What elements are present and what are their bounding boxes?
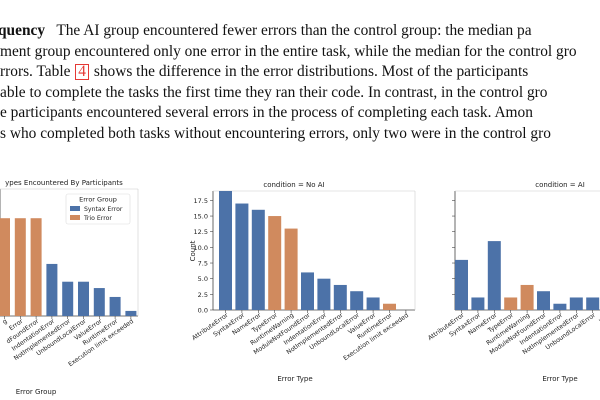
x-axis-label: Error Type [542,375,577,383]
bar [333,284,347,310]
legend-entry: Trio Error [83,215,112,222]
line-text: e participants encountered several error… [0,104,533,121]
bar [537,291,550,310]
line-text: rrors. Table [0,63,75,80]
paragraph-line-5: e participants encountered several error… [0,104,533,122]
x-tick-label: Valu [598,312,600,325]
paragraph-line-1: quency The AI group encountered fewer er… [0,22,532,40]
legend-swatch [70,215,80,220]
bar [268,216,282,310]
line-text: s who completed both tasks without encou… [0,124,551,142]
x-axis-label: Error Type [277,375,312,383]
bar [62,281,74,316]
bar [301,272,314,310]
x-tick-label: g [1,318,8,326]
chart-title: ypes Encountered By Participants [5,179,123,187]
bar [317,278,331,310]
bar [504,297,518,310]
bar [109,296,121,316]
y-tick-label: 7.5 [198,260,208,268]
bar [0,218,10,316]
y-axis-label: Count [189,240,197,261]
bar [383,303,396,310]
bar [471,297,485,310]
bar [78,281,89,316]
chart-ai: AttributeErrorSyntaxErrorNameErrorTypeEr… [427,181,600,383]
bar [125,310,137,316]
paragraph-line-3: rrors. Table 4 shows the difference in t… [0,63,528,81]
y-tick-label: 12.5 [194,228,208,236]
section-heading-fragment: quency [0,22,46,39]
bar [520,284,534,310]
y-tick-label: 15.0 [194,213,208,221]
chart-title: condition = No AI [263,181,324,189]
line-text: able to complete the tasks the first tim… [0,83,548,101]
legend-box [65,193,131,225]
y-tick-label: 10.0 [194,244,208,252]
paragraph-line-4: able to complete the tasks the first tim… [0,84,547,102]
line-text: ment group encountered only one error in… [0,42,577,60]
bar [569,297,583,310]
chart-no-ai: 0.02.55.07.510.012.515.017.5AttributeErr… [189,181,416,383]
paragraph-line-2: ment group encountered only one error in… [0,43,577,61]
x-axis-label: Error Group [16,388,57,396]
bar [93,288,105,316]
paragraph-line-6: s who completed both tasks without encou… [0,125,551,143]
legend-title: Error Group [79,196,117,204]
bar [235,203,249,310]
line-text: The AI group encountered fewer errors th… [56,22,532,39]
y-tick-label: 5.0 [198,275,208,283]
bar [251,209,265,310]
y-tick-label: 17.5 [194,197,208,205]
bar [455,259,468,310]
bar [586,297,600,310]
chart-error-group: g ErrordFoundErrorIndentationErrorNotImpl… [0,179,139,396]
bar [284,228,298,310]
y-tick-label: 2.5 [198,291,208,299]
bar [366,297,380,310]
legend-entry: Syntax Error [84,206,123,213]
bar [14,218,26,316]
bar [219,191,232,310]
bar [46,263,58,316]
bar [487,241,501,310]
y-tick-label: 0.0 [198,307,208,315]
table-reference-link[interactable]: 4 [75,64,89,80]
bar [350,291,364,310]
legend-swatch [70,206,80,211]
line-text: shows the difference in the error distri… [90,63,529,80]
bar [553,303,567,310]
bar [30,218,42,316]
chart-title: condition = AI [535,181,585,189]
